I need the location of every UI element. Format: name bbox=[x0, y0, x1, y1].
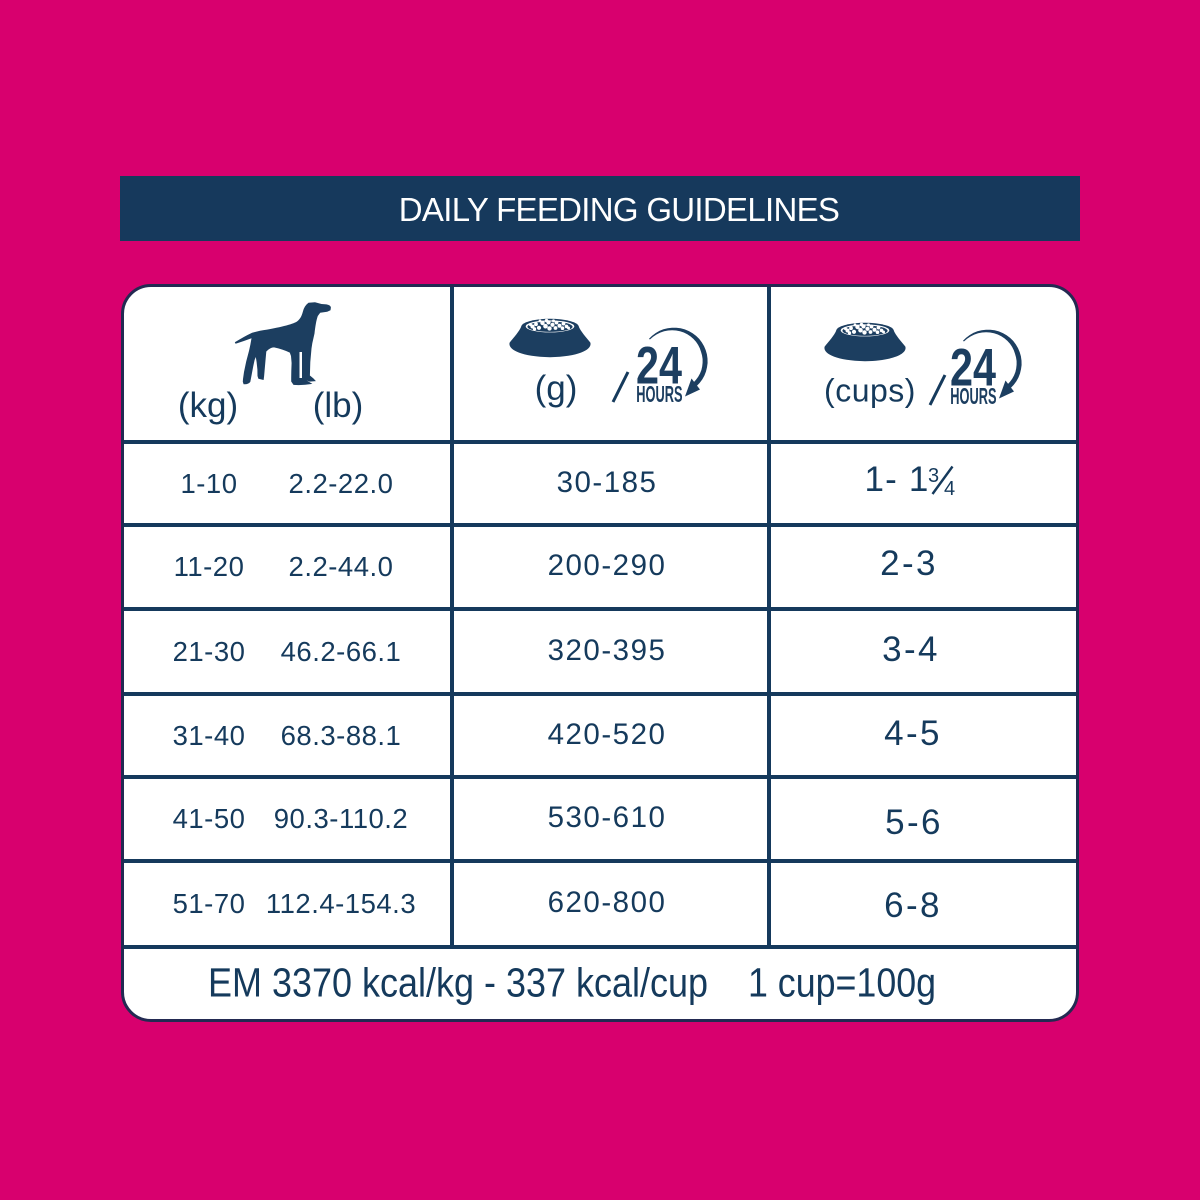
svg-text:24: 24 bbox=[950, 339, 996, 398]
svg-text:HOURS: HOURS bbox=[950, 384, 996, 410]
svg-text:4: 4 bbox=[944, 478, 955, 496]
svg-text:HOURS: HOURS bbox=[636, 382, 682, 408]
svg-text:24: 24 bbox=[636, 337, 682, 396]
svg-text:3: 3 bbox=[928, 465, 939, 487]
